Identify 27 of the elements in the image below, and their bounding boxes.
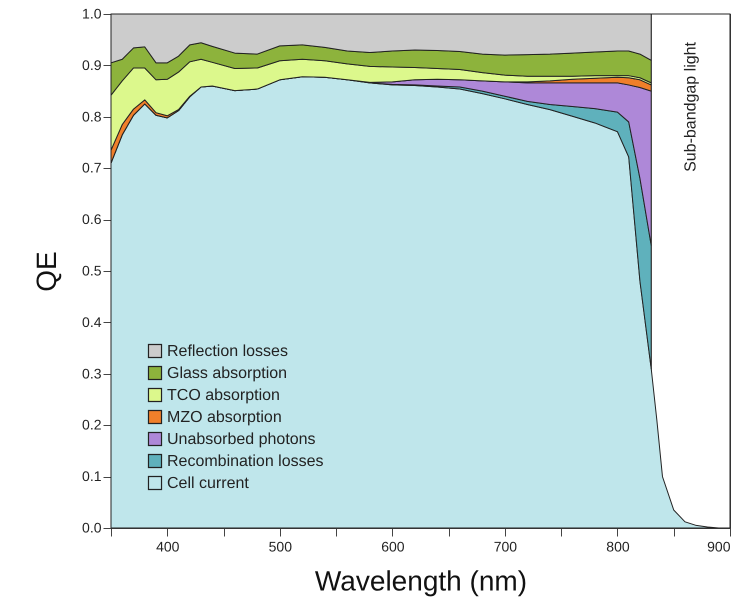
x-tick-label: 900 <box>707 538 731 554</box>
band-label: Sub-bandgap light <box>682 41 700 172</box>
legend-label: Recombination losses <box>167 453 324 470</box>
legend-label: TCO absorption <box>167 387 280 404</box>
x-tick-label: 700 <box>494 538 518 554</box>
y-tick-label: 0.5 <box>82 262 102 278</box>
y-tick-label: 0.3 <box>82 365 102 382</box>
y-axis-title: QE <box>31 251 62 292</box>
y-tick-label: 0.2 <box>82 416 102 433</box>
y-tick-label: 0.1 <box>82 468 102 484</box>
y-tick-label: 0.9 <box>82 56 102 73</box>
y-tick-label: 0.8 <box>82 108 102 124</box>
x-tick-label: 600 <box>381 538 405 554</box>
legend-label: Cell current <box>167 475 250 492</box>
y-tick-label: 0.4 <box>82 314 102 330</box>
y-tick-label: 0.6 <box>82 211 102 228</box>
x-tick-label: 800 <box>606 538 630 554</box>
y-tick-label: 1.0 <box>82 6 102 22</box>
x-tick-label: 500 <box>268 538 292 554</box>
legend-label: Glass absorption <box>167 365 288 382</box>
x-tick-label: 400 <box>156 538 180 554</box>
legend-label: MZO absorption <box>167 409 282 426</box>
legend-label: Reflection losses <box>167 343 288 360</box>
x-axis-title: Wavelength (nm) <box>314 566 528 596</box>
y-tick-label: 0.0 <box>82 520 102 536</box>
legend-label: Unabsorbed photons <box>167 431 316 448</box>
y-tick-label: 0.7 <box>82 160 102 176</box>
